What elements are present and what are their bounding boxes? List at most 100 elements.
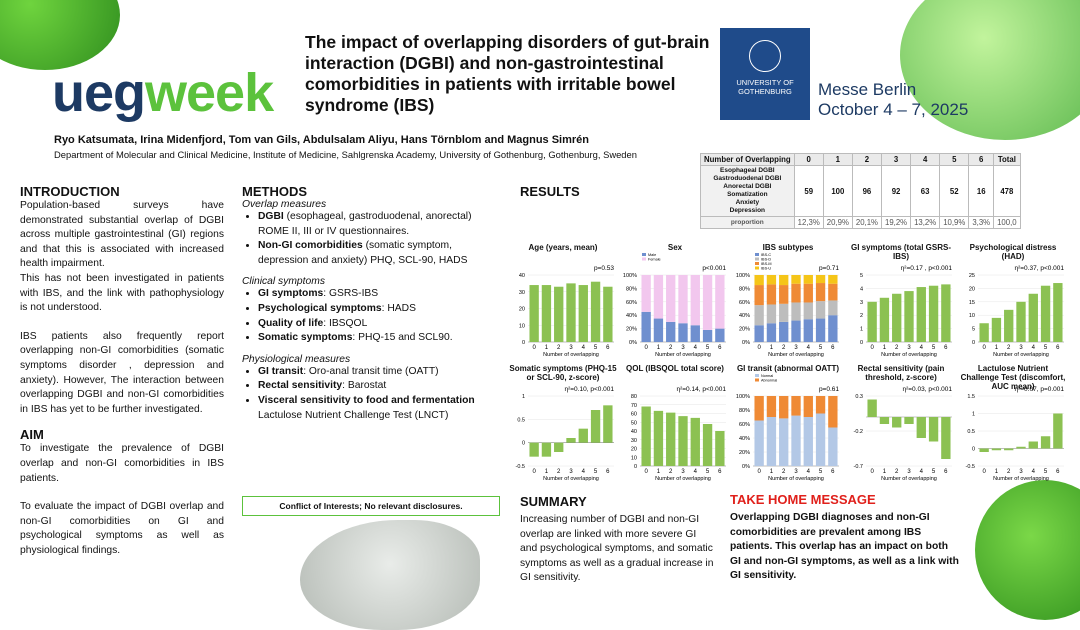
bar-segment <box>791 302 801 321</box>
bar-segment <box>666 321 676 342</box>
row-label-line: Esophageal DGBI <box>720 167 775 174</box>
y-tick-label: 0 <box>972 340 975 346</box>
x-tick-label: 1 <box>545 345 549 351</box>
bar-segment <box>791 275 801 284</box>
bar-segment <box>815 301 826 319</box>
chart-pvalue: η²=0.14, p<0.001 <box>676 386 726 393</box>
y-tick-label: 1 <box>860 327 863 333</box>
bar <box>566 438 576 443</box>
bar <box>653 410 664 466</box>
y-tick-label: 100% <box>623 273 637 279</box>
x-tick-label: 1 <box>995 469 999 475</box>
y-tick-label: 20% <box>739 327 750 333</box>
methods-item-text: (somatic symptom, depression and anxiety… <box>258 240 468 266</box>
bar <box>641 406 651 466</box>
x-tick-label: 5 <box>594 345 598 351</box>
y-tick-label: 5 <box>860 273 863 279</box>
table-header-cell: 0 <box>793 153 824 166</box>
bar-segment <box>779 285 789 304</box>
row-label-line: Somatization <box>727 191 768 198</box>
bar <box>1004 448 1014 451</box>
x-tick-label: 0 <box>644 345 648 351</box>
bar <box>1016 446 1026 449</box>
table-cell: 12,3% <box>793 216 824 229</box>
y-tick-label: 80% <box>626 286 637 292</box>
table-cell: 92 <box>880 165 912 217</box>
bar-segment <box>803 396 813 417</box>
bar <box>1004 309 1014 342</box>
x-axis-label: Number of overlapping <box>543 352 599 358</box>
table-cell: 20,9% <box>822 216 853 229</box>
x-tick-label: 1 <box>657 469 661 475</box>
y-tick-label: 0 <box>522 340 525 346</box>
x-tick-label: 6 <box>1056 469 1060 475</box>
bar-segment <box>828 300 838 316</box>
chart-rectal-sensitivity: Rectal sensitivity (pain threshold, z-sc… <box>846 364 956 482</box>
bar-segment <box>779 418 789 466</box>
methods-item-text: : GSRS-IBS <box>323 288 379 300</box>
bar-segment <box>653 275 664 319</box>
methods-item-term: Rectal sensitivity <box>258 380 343 392</box>
bar-segment <box>690 325 700 342</box>
y-tick-label: 20 <box>969 286 975 292</box>
legend-swatch <box>755 257 759 261</box>
legend-label: Male <box>648 253 656 257</box>
x-tick-label: 1 <box>883 469 887 475</box>
methods-sub-physiological: Physiological measures <box>242 353 351 365</box>
y-tick-label: -0.2 <box>854 429 863 435</box>
table-cell: 100,0 <box>993 216 1021 229</box>
y-tick-label: 1 <box>522 394 525 400</box>
x-tick-label: 2 <box>895 345 899 351</box>
x-tick-label: 0 <box>757 345 761 351</box>
y-tick-label: 40% <box>739 436 750 442</box>
x-tick-label: 5 <box>594 469 598 475</box>
y-tick-label: 10 <box>631 455 637 461</box>
bar <box>1016 301 1026 342</box>
bar-segment <box>666 275 676 322</box>
take-home-text: Overlapping DGBI diagnoses and non-GI co… <box>730 512 959 582</box>
methods-item-text: : Oro-anal transit time (OATT) <box>303 365 439 377</box>
bar <box>867 399 877 417</box>
legend-swatch <box>642 257 646 261</box>
chart-pvalue: p=0.53 <box>594 265 614 272</box>
table-cell: 16 <box>968 165 995 217</box>
x-tick-label: 4 <box>807 469 811 475</box>
chart-title: IBS subtypes <box>762 243 814 252</box>
legend-swatch <box>755 253 759 256</box>
x-tick-label: 5 <box>932 469 936 475</box>
y-tick-label: 60% <box>626 300 637 306</box>
bar-segment <box>766 417 777 466</box>
x-tick-label: 6 <box>606 469 610 475</box>
y-tick-label: 0.5 <box>967 429 975 435</box>
table-cell: 96 <box>851 165 882 217</box>
y-tick-label: 0% <box>742 464 750 470</box>
x-axis-label: Number of overlapping <box>993 476 1049 482</box>
methods-item-text: : HADS <box>381 302 416 314</box>
x-tick-label: 0 <box>644 469 648 475</box>
chart-gi-transit: GI transit (abnormal OATT) p=0.61 0% 20% 40%… <box>733 364 843 482</box>
x-tick-label: 3 <box>794 345 798 351</box>
legend-label: IBS-C <box>761 253 771 257</box>
y-tick-label: 80% <box>739 408 750 414</box>
decor-green-blob-top-left <box>0 0 120 70</box>
x-axis-label: Number of overlapping <box>655 352 711 358</box>
row-label-line: Anorectal DGBI <box>723 183 772 190</box>
table-cell: 13,2% <box>910 216 941 229</box>
x-axis-label: Number of overlapping <box>993 352 1049 358</box>
y-tick-label: 40% <box>626 313 637 319</box>
x-tick-label: 4 <box>807 345 811 351</box>
table-cell: 478 <box>993 165 1021 217</box>
x-tick-label: 0 <box>982 469 986 475</box>
table-header-cell: 5 <box>939 153 970 166</box>
methods-item-term: Quality of life <box>258 317 324 329</box>
y-tick-label: 70 <box>631 403 637 409</box>
legend-swatch <box>755 374 759 377</box>
university-logo: UNIVERSITY OF GOTHENBURG <box>720 28 810 120</box>
bar-segment <box>791 396 801 416</box>
y-tick-label: 60 <box>631 412 637 418</box>
chart-title: QOL (IBSQOL total score) <box>626 364 724 373</box>
bar <box>979 323 989 342</box>
venue-line2: October 4 – 7, 2025 <box>818 100 969 119</box>
bar-segment <box>690 275 700 326</box>
bar <box>879 417 890 424</box>
